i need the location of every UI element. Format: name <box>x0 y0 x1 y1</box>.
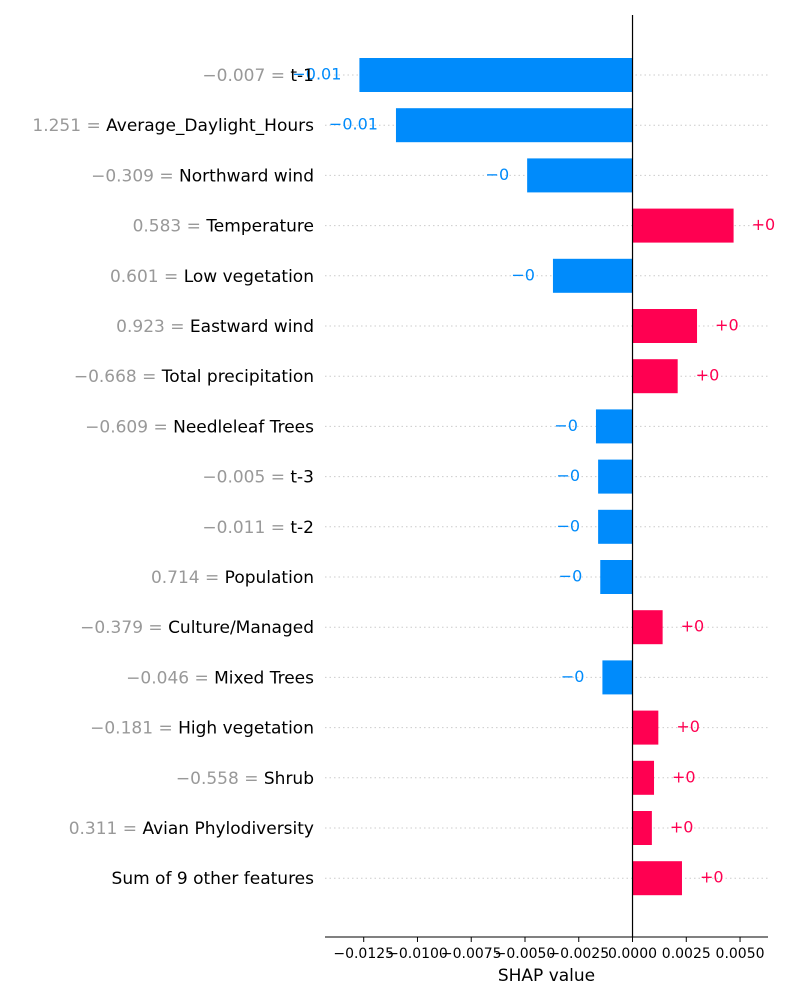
feature-label: 0.923 = Eastward wind <box>116 317 314 337</box>
bar-value-label: −0 <box>557 516 581 535</box>
feature-label: −0.668 = Total precipitation <box>74 367 314 387</box>
bar <box>632 811 652 845</box>
bar <box>552 258 633 293</box>
bar-value-label: −0 <box>511 265 535 284</box>
bar-value-label: +0 <box>672 767 696 786</box>
bars <box>359 58 734 896</box>
bar-value-label: −0 <box>559 567 583 586</box>
feature-name: Eastward wind <box>190 317 314 337</box>
x-tick-label: −0.0125 <box>333 946 394 962</box>
feature-value: 1.251 = <box>32 116 106 136</box>
bar <box>598 459 633 494</box>
feature-label: −0.609 = Needleleaf Trees <box>85 417 314 437</box>
feature-name: High vegetation <box>178 719 314 739</box>
feature-value: −0.609 = <box>85 417 173 437</box>
x-axis: −0.0125−0.0100−0.0075−0.0050−0.00250.000… <box>325 936 768 962</box>
x-tick-label: −0.0050 <box>495 946 556 962</box>
feature-value: 0.923 = <box>116 317 190 337</box>
feature-label: 0.311 = Avian Phylodiversity <box>69 819 314 839</box>
feature-label: −0.309 = Northward wind <box>91 166 314 186</box>
bar <box>632 861 682 896</box>
feature-name: Average_Daylight_Hours <box>106 116 314 136</box>
bar-value-label: −0.01 <box>292 65 341 84</box>
bar <box>602 660 633 695</box>
bar-value-label: +0 <box>670 818 694 837</box>
bar-value-label: −0.01 <box>329 115 378 134</box>
bar-value-label: +0 <box>700 868 724 887</box>
feature-value: −0.558 = <box>176 769 264 789</box>
feature-value: −0.005 = <box>202 468 290 488</box>
bar <box>632 760 655 795</box>
x-tick-label: 0.0000 <box>608 946 657 962</box>
feature-value: −0.668 = <box>74 367 162 387</box>
bar <box>600 560 633 594</box>
feature-value: −0.379 = <box>80 618 168 638</box>
feature-label: −0.046 = Mixed Trees <box>126 668 314 688</box>
feature-label: −0.007 = t-1 <box>202 66 314 86</box>
bar <box>632 309 698 343</box>
feature-name: Shrub <box>264 769 314 789</box>
bar-value-label: +0 <box>696 366 720 385</box>
bar <box>395 108 633 143</box>
feature-name: Temperature <box>205 217 314 237</box>
feature-label: −0.011 = t-2 <box>202 518 314 538</box>
x-tick-label: 0.0050 <box>716 946 765 962</box>
feature-labels: −0.01−0.007 = t-1−0.011.251 = Average_Da… <box>32 65 775 890</box>
bar <box>359 58 633 92</box>
feature-label: 1.251 = Average_Daylight_Hours <box>32 116 314 136</box>
x-tick-label: −0.0100 <box>387 946 448 962</box>
bar-value-label: +0 <box>752 215 776 234</box>
feature-label: 0.714 = Population <box>151 568 314 588</box>
feature-name: t-3 <box>290 468 314 488</box>
feature-value: 0.311 = <box>69 819 143 839</box>
feature-name: t-2 <box>290 518 314 538</box>
feature-label: −0.005 = t-3 <box>202 468 314 488</box>
feature-value: −0.007 = <box>202 66 290 86</box>
feature-name: Total precipitation <box>161 367 314 387</box>
feature-value: −0.046 = <box>126 668 214 688</box>
feature-value: −0.309 = <box>91 166 179 186</box>
bar-value-label: −0 <box>557 466 581 485</box>
x-axis-label: SHAP value <box>498 966 595 986</box>
feature-label: 0.601 = Low vegetation <box>110 267 314 287</box>
feature-name: Low vegetation <box>184 267 314 287</box>
feature-value: 0.714 = <box>151 568 225 588</box>
feature-name: Avian Phylodiversity <box>142 819 314 839</box>
bar <box>632 359 678 394</box>
feature-name: Sum of 9 other features <box>112 869 315 889</box>
feature-name: Needleleaf Trees <box>173 417 314 437</box>
feature-label: 0.583 = Temperature <box>133 217 314 237</box>
feature-name: t-1 <box>290 66 314 86</box>
x-tick-label: −0.0075 <box>441 946 502 962</box>
bar <box>632 610 663 645</box>
feature-name: Northward wind <box>179 166 314 186</box>
feature-value: 0.601 = <box>110 267 184 287</box>
bar <box>632 208 734 243</box>
feature-label: Sum of 9 other features <box>112 869 315 889</box>
x-tick-label: −0.0025 <box>548 946 609 962</box>
feature-label: −0.181 = High vegetation <box>90 719 314 739</box>
bar-value-label: +0 <box>676 717 700 736</box>
feature-value: −0.011 = <box>202 518 290 538</box>
bar-value-label: +0 <box>715 316 739 335</box>
grid-lines <box>325 74 768 879</box>
bar <box>632 710 659 745</box>
bar <box>595 409 633 444</box>
feature-label: −0.379 = Culture/Managed <box>80 618 314 638</box>
feature-label: −0.558 = Shrub <box>176 769 314 789</box>
bar <box>527 158 633 193</box>
bar-value-label: −0 <box>561 667 585 686</box>
feature-name: Mixed Trees <box>214 668 314 688</box>
bar <box>598 509 633 544</box>
feature-value: 0.583 = <box>133 217 207 237</box>
bar-value-label: +0 <box>681 617 705 636</box>
x-tick-label: 0.0025 <box>662 946 711 962</box>
feature-name: Population <box>225 568 314 588</box>
feature-value: −0.181 = <box>90 719 178 739</box>
bar-value-label: −0 <box>486 165 510 184</box>
bar-value-label: −0 <box>554 416 578 435</box>
feature-name: Culture/Managed <box>168 618 314 638</box>
